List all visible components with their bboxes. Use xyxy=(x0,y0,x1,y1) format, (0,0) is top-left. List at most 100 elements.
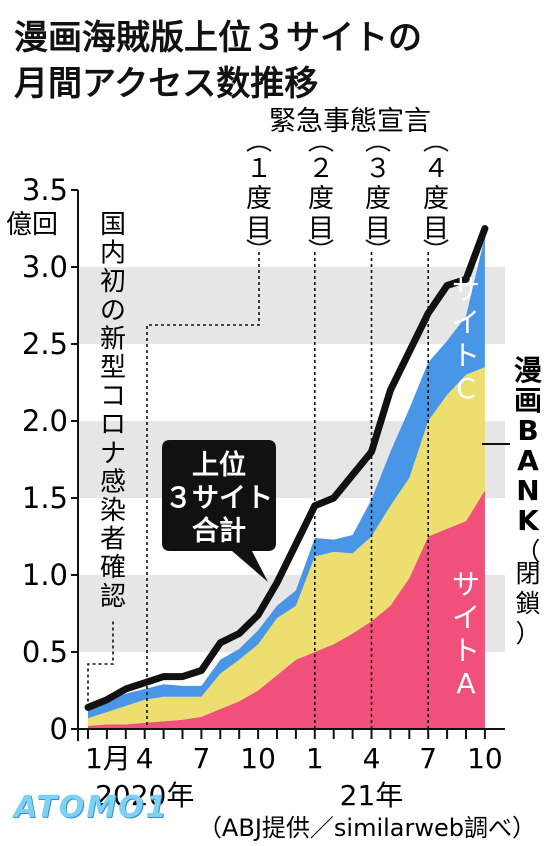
site-c-label-char: イ xyxy=(452,306,480,339)
site-a-label-char: イ xyxy=(452,601,480,634)
first-case-label-char: 染 xyxy=(100,496,126,526)
area-site-c xyxy=(88,236,485,719)
declaration-3-label: ３度目 xyxy=(365,154,391,244)
mangabank-label-char: 閉 xyxy=(515,559,540,588)
year-label: 2020年 xyxy=(95,779,194,812)
declaration-4-label-char: ４ xyxy=(423,154,449,184)
total-callout-line-1: ３サイト xyxy=(165,483,273,514)
first-case-label-char: 内 xyxy=(100,239,126,269)
declaration-2-label-char: 度 xyxy=(308,184,334,214)
bracket-bottom xyxy=(423,239,449,246)
watermark: ATOMO1 xyxy=(14,790,169,825)
declaration-2-label: ２度目 xyxy=(308,154,334,244)
declaration-1-label-char: 目 xyxy=(246,214,272,244)
declaration-4-label-char: 度 xyxy=(423,184,449,214)
total-callout-line-2: 合計 xyxy=(192,515,246,547)
total-callout-line-0: 上位 xyxy=(192,449,246,481)
mangabank-label-char: B xyxy=(517,414,538,447)
first-case-label-char: コ xyxy=(100,382,126,412)
year-label: 21年 xyxy=(340,779,404,812)
total-callout-box xyxy=(162,440,276,582)
first-case-label-char: の xyxy=(100,296,126,326)
declaration-1-guide-line xyxy=(146,252,260,729)
y-tick-label: 2.0 xyxy=(22,404,68,438)
y-tick-label: 3.0 xyxy=(22,250,68,284)
declaration-2-label-char: ２ xyxy=(308,154,334,184)
total-line xyxy=(84,225,489,711)
area-site-a xyxy=(88,490,485,729)
bracket-bottom xyxy=(365,239,391,246)
bracket-top xyxy=(365,145,391,152)
mangabank-label-char: N xyxy=(516,474,539,507)
site-c-label-char: ト xyxy=(452,339,480,372)
y-tick-label: 1.5 xyxy=(22,481,68,515)
declaration-3-label-char: ３ xyxy=(365,154,391,184)
site-a-label-char: サ xyxy=(452,568,480,601)
declaration-1 xyxy=(146,145,272,729)
y-unit-label: 億回 xyxy=(6,210,58,240)
y-tick-label: 0.5 xyxy=(22,635,68,669)
first-case-leader-line xyxy=(87,620,114,702)
declaration-1-label-char: 度 xyxy=(246,184,272,214)
declaration-4-label: ４度目 xyxy=(423,154,449,244)
x-tick-label: 7 xyxy=(192,742,210,775)
x-tick-label: 10 xyxy=(240,742,276,775)
background-band-2 xyxy=(78,267,505,344)
site-c-label-char: サ xyxy=(452,273,480,306)
mangabank-label-char: A xyxy=(517,444,539,477)
y-tick-label: 1.0 xyxy=(22,558,68,592)
x-tick-label: 4 xyxy=(363,742,381,775)
declaration-3-label-char: 目 xyxy=(365,214,391,244)
bracket-bottom xyxy=(308,239,334,246)
chart-title-line1: 漫画海賊版上位３サイトの xyxy=(14,18,422,58)
x-tick-label: 4 xyxy=(136,742,154,775)
declaration-2-label-char: 目 xyxy=(308,214,334,244)
declaration-3 xyxy=(365,145,391,729)
y-tick-label: 2.5 xyxy=(22,327,68,361)
site-a-label-char: A xyxy=(456,667,475,700)
bracket-top xyxy=(308,145,334,152)
mangabank-label-char: （ xyxy=(515,537,540,566)
first-case-label-char: 者 xyxy=(100,525,126,555)
mangabank-label-char: 漫 xyxy=(514,354,542,387)
mangabank-label-char: ） xyxy=(515,619,540,648)
first-case-label-char: 新 xyxy=(100,324,126,354)
first-case-label-char: ロ xyxy=(100,410,126,440)
mangabank-label-char: K xyxy=(517,504,540,537)
chart-title-line2: 月間アクセス数推移 xyxy=(14,64,319,104)
first-case-label-char: 国 xyxy=(100,210,126,240)
area-site-b xyxy=(88,367,485,726)
source-note: （ABJ提供／similarweb調べ） xyxy=(198,814,536,842)
first-case-label-char: 型 xyxy=(100,353,126,383)
x-tick-label: 1月 xyxy=(85,742,131,775)
declaration-1-label-char: １ xyxy=(246,154,272,184)
site-a-label-char: ト xyxy=(452,634,480,667)
first-case-label-char: 認 xyxy=(100,582,126,612)
x-tick-label: 1 xyxy=(306,742,324,775)
declaration-4 xyxy=(423,145,449,729)
first-case-label-char: 確 xyxy=(100,553,126,583)
y-tick-label: 3.5 xyxy=(22,173,68,207)
y-tick-label: 0 xyxy=(50,712,68,746)
x-tick-label: 7 xyxy=(419,742,437,775)
site-c-label-char: C xyxy=(456,372,476,405)
x-tick-label: 10 xyxy=(467,742,503,775)
emergency-declaration-label: 緊急事態宣言 xyxy=(269,106,431,137)
declaration-1-label: １度目 xyxy=(246,154,272,244)
mangabank-label-char: 鎖 xyxy=(515,589,540,618)
first-case-label-char: 感 xyxy=(100,467,126,497)
declaration-2 xyxy=(308,145,334,729)
first-case-label-char: ナ xyxy=(100,439,126,469)
mangabank-label-char: 画 xyxy=(514,384,542,417)
declaration-3-label-char: 度 xyxy=(365,184,391,214)
declaration-4-label-char: 目 xyxy=(423,214,449,244)
bracket-top xyxy=(246,145,272,152)
first-case-label-char: 初 xyxy=(100,267,126,297)
